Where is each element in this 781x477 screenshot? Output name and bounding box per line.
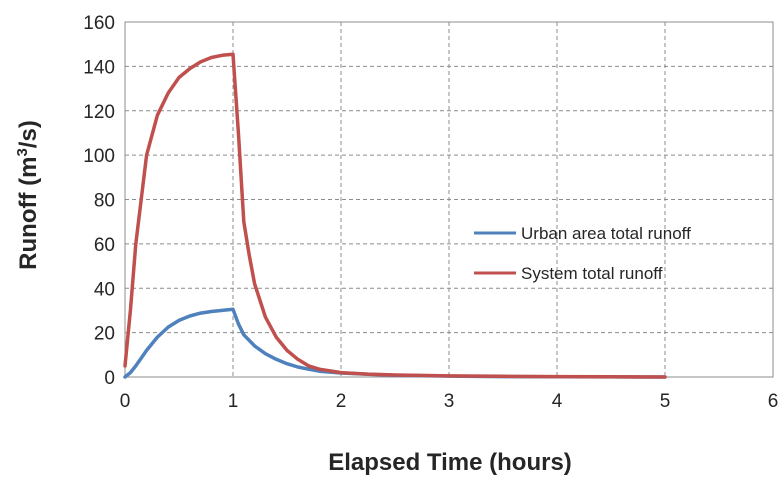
grid-lines bbox=[125, 22, 773, 377]
y-axis-title-end: /s) bbox=[15, 120, 42, 148]
y-tick-label-5: 100 bbox=[83, 146, 115, 167]
x-axis-title: Elapsed Time (hours) bbox=[328, 449, 572, 476]
y-axis-title-sup: 3 bbox=[14, 148, 31, 156]
legend-label-system: System total runoff bbox=[521, 264, 663, 283]
x-tick-label-6: 6 bbox=[768, 391, 779, 412]
x-tick-label-1: 1 bbox=[228, 391, 239, 412]
y-tick-label-8: 160 bbox=[83, 13, 115, 34]
y-tick-labels: 0 20 40 60 80 100 120 140 160 bbox=[83, 13, 115, 389]
y-axis-title-main: Runoff (m bbox=[15, 157, 42, 270]
series-lines bbox=[123, 52, 667, 379]
y-tick-label-4: 80 bbox=[94, 191, 115, 212]
y-tick-label-7: 140 bbox=[83, 57, 115, 78]
y-tick-label-2: 40 bbox=[94, 279, 115, 300]
x-tick-label-3: 3 bbox=[444, 391, 455, 412]
y-tick-label-3: 60 bbox=[94, 235, 115, 256]
x-tick-label-5: 5 bbox=[660, 391, 671, 412]
y-tick-label-6: 120 bbox=[83, 102, 115, 123]
legend: Urban area total runoff System total run… bbox=[474, 224, 691, 283]
x-tick-labels: 0 1 2 3 4 5 6 bbox=[120, 391, 779, 412]
y-tick-label-1: 20 bbox=[94, 324, 115, 345]
x-tick-label-2: 2 bbox=[336, 391, 347, 412]
y-tick-label-0: 0 bbox=[104, 368, 115, 389]
series-line-1 bbox=[123, 52, 667, 379]
legend-label-urban: Urban area total runoff bbox=[521, 224, 691, 243]
x-tick-label-0: 0 bbox=[120, 391, 131, 412]
series-line-0 bbox=[123, 307, 667, 379]
y-axis-title: Runoff (m3/s) bbox=[14, 120, 42, 270]
x-tick-label-4: 4 bbox=[552, 391, 563, 412]
